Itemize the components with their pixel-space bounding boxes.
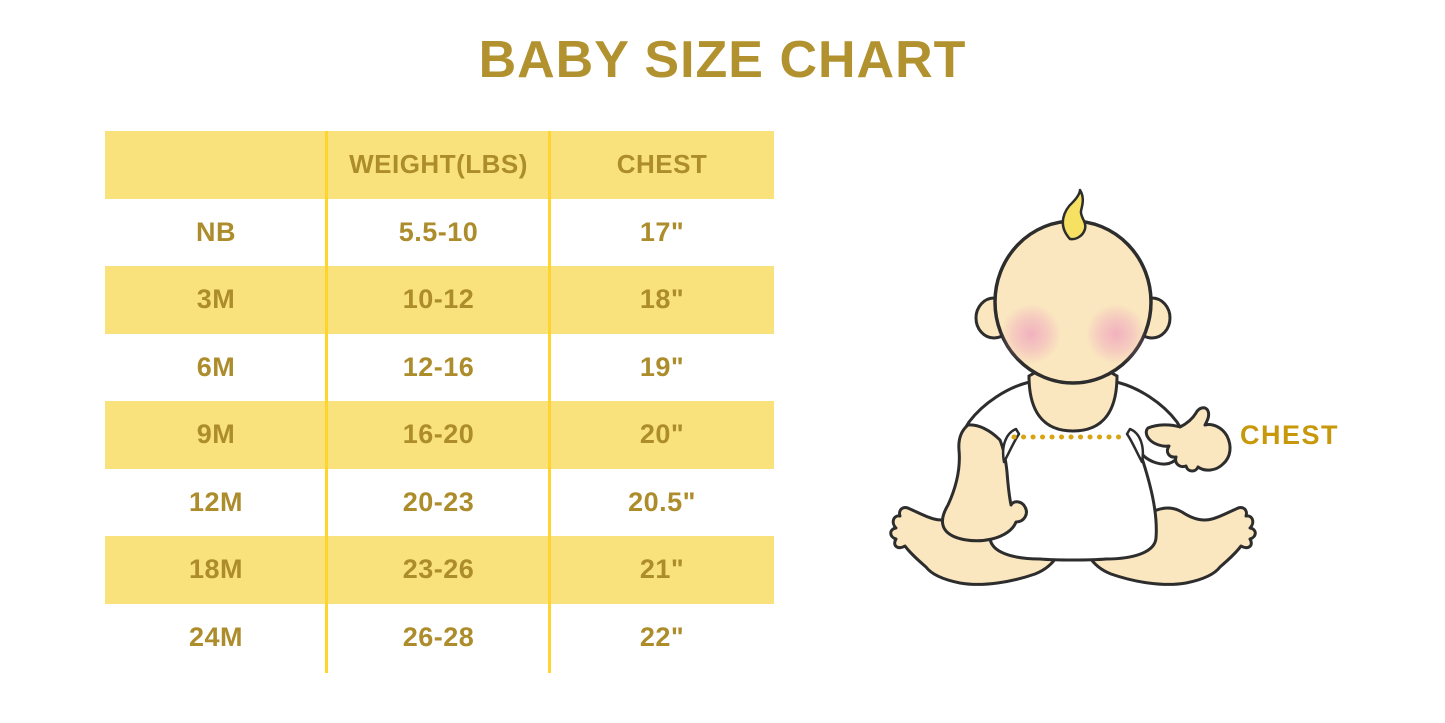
size-cell: NB [196,216,236,247]
chest-cell: 21" [639,554,685,585]
size-cell: 9M [196,419,236,450]
size-cell: 12M [188,486,244,517]
weight-cell: 10-12 [402,284,475,315]
chest-cell: 18" [639,284,685,315]
table-row-12m: 12M 20-23 20.5" [105,469,774,537]
size-cell: 18M [188,554,244,585]
size-cell: 24M [188,621,244,652]
column-divider-1 [325,131,328,673]
size-cell: 3M [196,284,236,315]
baby-right-cheek [1086,304,1146,364]
size-chart-table: WEIGHT(LBS) CHEST NB 5.5-10 17" 3M 10-12… [105,131,774,673]
weight-cell: 26-28 [402,621,475,652]
chest-label: CHEST [1240,420,1340,450]
baby-left-arm [940,423,1028,543]
table-row-6m: 6M 12-16 19" [105,334,774,402]
column-divider-2 [548,131,551,673]
weight-cell: 20-23 [402,486,475,517]
weight-cell: 5.5-10 [398,216,479,247]
table-row-nb: NB 5.5-10 17" [105,199,774,267]
baby-sitting-illustration [889,188,1257,586]
chest-cell: 20" [639,419,685,450]
table-row-18m: 18M 23-26 21" [105,536,774,604]
size-cell: 6M [196,351,236,382]
baby-right-sleeve-flap [1125,427,1145,464]
baby-left-cheek [1001,304,1061,364]
table-row-3m: 3M 10-12 18" [105,266,774,334]
baby-hair-curl [1061,188,1087,241]
chest-cell: 22" [639,621,685,652]
chest-cell: 19" [639,351,685,382]
chest-cell: 17" [639,216,685,247]
table-row-9m: 9M 16-20 20" [105,401,774,469]
table-row-24m: 24M 26-28 22" [105,604,774,672]
page-title: BABY SIZE CHART [478,31,967,89]
table-header-row: WEIGHT(LBS) CHEST [105,131,774,199]
weight-cell: 23-26 [402,554,475,585]
weight-cell: 16-20 [402,419,475,450]
chest-cell: 20.5" [628,486,696,517]
baby-right-arm [1144,406,1232,473]
header-cell-chest: CHEST [616,149,708,180]
weight-cell: 12-16 [402,351,475,382]
header-cell-weight: WEIGHT(LBS) [349,149,528,180]
